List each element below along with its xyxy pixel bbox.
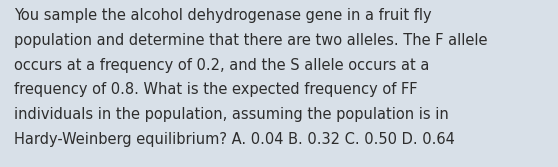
Text: You sample the alcohol dehydrogenase gene in a fruit fly: You sample the alcohol dehydrogenase gen… bbox=[14, 8, 431, 23]
Text: Hardy-Weinberg equilibrium? A. 0.04 B. 0.32 C. 0.50 D. 0.64: Hardy-Weinberg equilibrium? A. 0.04 B. 0… bbox=[14, 132, 455, 147]
Text: individuals in the population, assuming the population is in: individuals in the population, assuming … bbox=[14, 107, 449, 122]
Text: frequency of 0.8. What is the expected frequency of FF: frequency of 0.8. What is the expected f… bbox=[14, 82, 417, 98]
Text: occurs at a frequency of 0.2, and the S allele occurs at a: occurs at a frequency of 0.2, and the S … bbox=[14, 58, 429, 73]
Text: population and determine that there are two alleles. The F allele: population and determine that there are … bbox=[14, 33, 488, 48]
